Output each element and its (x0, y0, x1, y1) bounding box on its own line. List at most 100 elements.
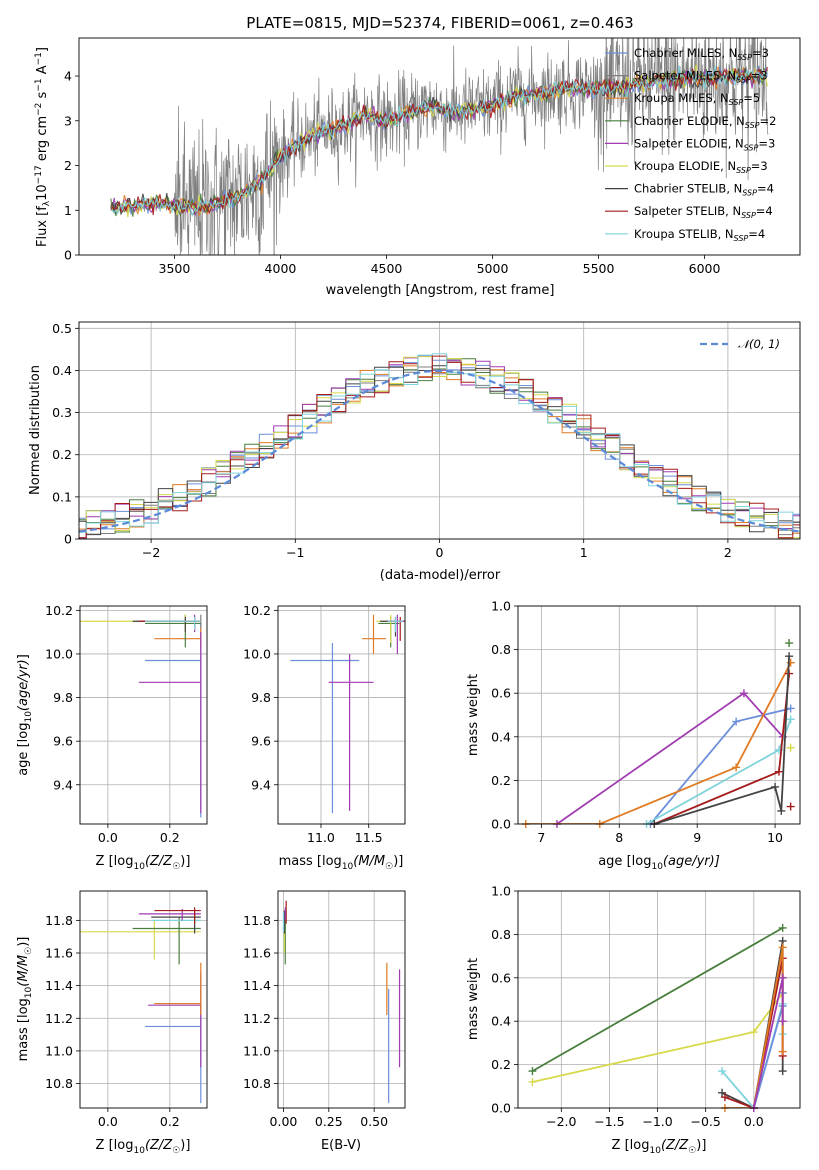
y-tick-label: 9.4 (251, 777, 271, 792)
weight-marker-KE (786, 743, 795, 752)
x-tick-label: 5500 (583, 261, 615, 276)
legend-label-SS: Salpeter STELIB, NSSP=4 (634, 204, 773, 220)
x-tick-label: 2 (724, 545, 732, 560)
weight-marker-KS (786, 715, 795, 724)
y-tick-label: 0 (64, 532, 72, 547)
histogram-KS (79, 353, 800, 533)
x-tick-label: 0.0 (98, 830, 118, 845)
weight-marker-SS (786, 802, 795, 811)
y-tick-label: 9.6 (53, 734, 73, 749)
y-tick-label: 0.2 (52, 447, 72, 462)
spectrum-title: PLATE=0815, MJD=52374, FIBERID=0061, z=0… (246, 14, 633, 32)
y-axis-label: Flux [fλ10−17 erg cm−2 s−1 A−1] (34, 47, 52, 247)
y-tick-label: 11.0 (45, 1043, 73, 1058)
y-tick-label: 0.4 (491, 729, 511, 744)
series-model-KS (110, 64, 768, 218)
weight-marker-CS (785, 652, 794, 661)
weight-marker-CE (778, 923, 787, 932)
y-tick-label: 0.2 (491, 1057, 511, 1072)
weight-marker-KE (528, 1077, 537, 1086)
x-tick-label: −1.0 (642, 1114, 672, 1129)
weight-marker-SE (739, 689, 748, 698)
y-axis-label: age [log10(age/yr)] (16, 654, 34, 776)
weight-marker-CE (528, 1067, 537, 1076)
legend-label-KE: Kroupa ELODIE, NSSP=3 (634, 159, 768, 175)
y-tick-label: 0.4 (491, 1014, 511, 1029)
y-tick-label: 11.6 (243, 946, 271, 961)
y-tick-label: 0.1 (52, 489, 72, 504)
axes-frame (78, 321, 801, 540)
residual-histogram-panel: −2 −1 0 1 2 0 0.1 0.2 0.3 0.4 0.5 𝒩(0, 1) (data-mode… (28, 321, 801, 583)
weight-marker-KM (732, 763, 741, 772)
weight-marker-KE (749, 1028, 758, 1037)
y-tick-label: 0.3 (52, 405, 72, 420)
weight-marker-SE (778, 1017, 787, 1026)
y-tick-label: 11.6 (45, 946, 73, 961)
weight-marker-SE (778, 973, 787, 982)
x-tick-label: 10 (767, 830, 783, 845)
y-tick-label: 9.8 (251, 690, 271, 705)
weight-marker-SS (774, 767, 783, 776)
x-tick-label: 0.0 (98, 1114, 118, 1129)
y-tick-label: 1.0 (491, 884, 511, 899)
y-axis-label: Normed distribution (28, 365, 43, 495)
histogram-CM (79, 355, 800, 530)
y-tick-label: 0.0 (491, 817, 511, 832)
weight-line-CS (654, 656, 790, 824)
x-tick-label: 5000 (477, 261, 509, 276)
axes-frame (277, 605, 406, 825)
y-tick-label: 0.6 (491, 686, 511, 701)
y-tick-label: 10.8 (243, 1076, 271, 1091)
x-tick-label: 0.50 (360, 1114, 388, 1129)
x-axis-label: (data-model)/error (380, 568, 501, 583)
mass-weight-vs-metallicity-panel: −2.0 −1.5 −1.0 −0.5 0.0 0.0 0.2 0.4 0.6 0.8 1.0 Z [… (466, 884, 801, 1156)
weight-line-KM (525, 662, 792, 824)
y-tick-label: 11.2 (243, 1011, 271, 1026)
age-vs-mass-panel: 11.0 11.5 9.4 9.6 9.8 10.0 10.2 mass [log10(M/M… (243, 603, 406, 872)
legend-label-CE: Chabrier ELODIE, NSSP=2 (634, 114, 776, 130)
weight-marker-CM (732, 717, 741, 726)
axes-frame (78, 37, 801, 256)
mass-vs-metallicity-panel: 0.0 0.2 10.8 11.0 11.2 11.4 11.6 11.8 Z [log10(Z… (16, 890, 208, 1156)
series-model-SS (110, 66, 768, 216)
y-tick-label: 11.0 (243, 1043, 271, 1058)
legend-label-KM: Kroupa MILES, NSSP=5 (634, 91, 760, 107)
y-tick-label: 10.2 (45, 603, 73, 618)
x-tick-label: 3500 (159, 261, 191, 276)
y-tick-label: 11.2 (45, 1011, 73, 1026)
y-tick-label: 0 (64, 248, 72, 263)
x-tick-label: 11.0 (307, 830, 335, 845)
x-axis-label: age [log10(age/yr)] (598, 854, 720, 872)
y-axis-label: mass weight (466, 958, 481, 1040)
y-tick-label: 0.8 (491, 927, 511, 942)
y-tick-label: 0.0 (491, 1101, 511, 1116)
weight-marker-CS (718, 1088, 727, 1097)
y-tick-label: 9.8 (53, 690, 73, 705)
y-axis-label: mass weight (466, 674, 481, 756)
weight-marker-CS (771, 782, 780, 791)
weight-line-CE (531, 927, 784, 1072)
y-tick-label: 11.8 (243, 913, 271, 928)
y-tick-label: 4 (64, 69, 72, 84)
y-tick-label: 11.8 (45, 913, 73, 928)
histogram-CE (79, 358, 800, 533)
x-tick-label: 8 (615, 830, 623, 845)
x-axis-label: Z [log10(Z/Z☉)] (96, 1138, 191, 1156)
x-tick-label: 0.00 (270, 1114, 298, 1129)
weight-marker-KS (718, 1067, 727, 1076)
axes-frame (79, 890, 208, 1109)
x-axis-label: mass [log10(M/M☉)] (279, 854, 404, 872)
axes-frame (277, 890, 406, 1109)
x-axis-label: Z [log10(Z/Z☉)] (612, 1138, 707, 1156)
mass-weight-vs-age-panel: 7 8 9 10 0.0 0.2 0.4 0.6 0.8 1.0 age [log10(age/yr… (466, 599, 801, 872)
x-axis-label: E(B-V) (321, 1138, 361, 1153)
weight-marker-KM (778, 943, 787, 952)
weight-marker-CS (777, 806, 786, 815)
weight-marker-CM (786, 704, 795, 713)
weight-marker-SS (720, 1093, 729, 1102)
axes-frame (517, 890, 801, 1109)
y-tick-label: 9.6 (251, 734, 271, 749)
x-tick-label: 4000 (265, 261, 297, 276)
weight-marker-CS (778, 1067, 787, 1076)
